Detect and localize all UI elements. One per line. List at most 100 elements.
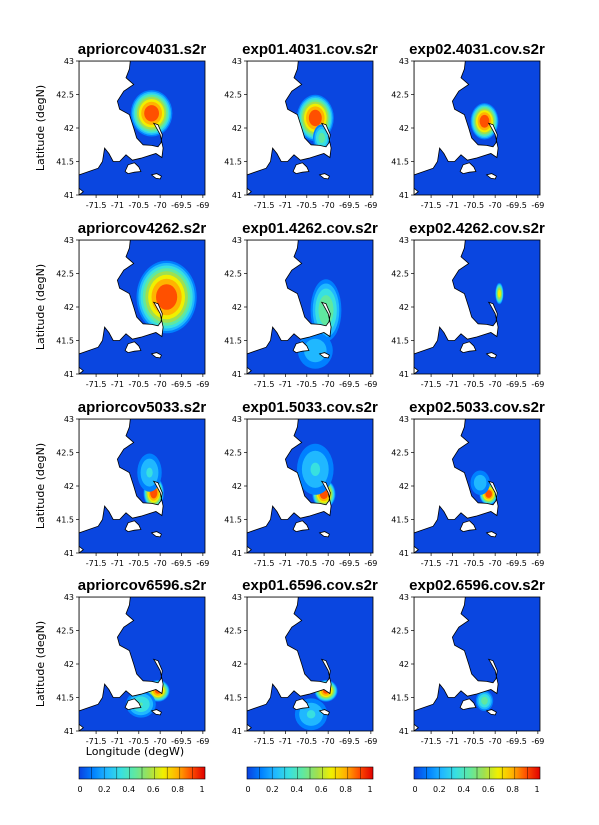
land-mainland: [79, 61, 164, 176]
colorbar-tick-label: 0.2: [433, 785, 446, 794]
land-island: [414, 366, 419, 374]
x-tick-label: -71: [279, 201, 292, 210]
y-tick-label: 42.5: [391, 449, 409, 458]
y-tick-label: 41: [399, 191, 409, 200]
x-tick-label: -70: [154, 201, 167, 210]
x-tick-label: -71.5: [254, 201, 275, 210]
land-island: [414, 723, 419, 731]
y-tick-label: 41: [232, 549, 242, 558]
x-tick-label: -71.5: [86, 201, 107, 210]
land-mainland: [414, 61, 499, 176]
covariance-blob: [130, 90, 173, 137]
land-mainland: [247, 419, 332, 534]
x-tick-label: -70.5: [128, 559, 149, 568]
y-tick-label: 41.5: [391, 158, 409, 167]
panel-title: exp01.4262.cov.s2r: [242, 220, 378, 237]
contour-band: [310, 462, 321, 476]
colorbar-tick-label: 0.8: [339, 785, 352, 794]
x-tick-label: -70.5: [463, 559, 484, 568]
x-tick-label: -71: [111, 559, 124, 568]
land-island: [485, 531, 497, 538]
land-island: [292, 698, 310, 711]
y-tick-label: 42: [64, 124, 74, 133]
land-island: [292, 341, 310, 354]
land-island: [414, 187, 419, 195]
y-tick-label: 41: [64, 549, 74, 558]
colorbar-tick-label: 0: [412, 785, 417, 794]
colorbar-tick-label: 0: [77, 785, 82, 794]
y-tick-label: 41: [399, 370, 409, 379]
panel-title: apriorcov4262.s2r: [78, 220, 207, 237]
y-tick-label: 41.5: [224, 516, 242, 525]
x-tick-label: -71: [111, 380, 124, 389]
y-tick-label: 41.5: [224, 337, 242, 346]
land-island: [485, 352, 497, 359]
colorbars: 0 0.2 0.4 0.6 0.8 1 0 0.2 0.4 0.6 0.8 1 0 0.2 0.4 0.6 0.…: [77, 766, 541, 794]
x-tick-label: -70: [322, 201, 335, 210]
map-area: [79, 240, 205, 374]
land-island: [292, 162, 310, 175]
y-tick-label: 42: [64, 303, 74, 312]
panel-title: exp02.6596.cov.s2r: [409, 577, 545, 594]
x-tick-label: -71: [111, 201, 124, 210]
land-island: [150, 709, 162, 716]
x-tick-label: -69: [531, 559, 544, 568]
x-tick-label: -69: [364, 737, 377, 746]
land-island: [459, 341, 477, 354]
x-tick-label: -69.5: [171, 559, 192, 568]
contour-band: [156, 284, 178, 310]
y-tick-label: 42.5: [56, 627, 74, 636]
contour-band: [318, 132, 326, 144]
y-tick-label: 41: [232, 191, 242, 200]
colorbar-2: 0 0.2 0.4 0.6 0.8 1: [245, 766, 374, 794]
colorbar-tick-label: 0.6: [147, 785, 160, 794]
contour-band: [497, 289, 501, 298]
land-mainland: [247, 240, 332, 355]
land-mainland: [79, 419, 164, 534]
x-tick-label: -70: [154, 737, 167, 746]
y-tick-label: 41.5: [56, 694, 74, 703]
colorbar-tick-label: 0.8: [506, 785, 519, 794]
x-tick-label: -71.5: [421, 559, 442, 568]
panel-5: exp01.4262.cov.s2r -71.5 -71 -70.5 -70 -69.5-…: [224, 220, 378, 389]
panel-1: apriorcov4031.s2r -71.5 -71 -70.5 -70 -69.5 -6…: [56, 41, 209, 210]
x-tick-label: -71: [111, 737, 124, 746]
x-axis-label: Longitude (degW): [86, 745, 184, 758]
panel-title: apriorcov4031.s2r: [78, 41, 207, 58]
y-tick-label: 42: [232, 124, 242, 133]
panel-title: apriorcov6596.s2r: [78, 577, 207, 594]
y-axis-label: Latitude (degN): [34, 443, 47, 529]
y-tick-label: 42: [232, 303, 242, 312]
map-area: [79, 597, 205, 731]
y-tick-label: 42.5: [56, 449, 74, 458]
map-area: [79, 419, 205, 553]
x-tick-label: -69.5: [339, 737, 360, 746]
panel-10: apriorcov6596.s2r -71.5 -71 -70.5 -70 -69.5 -6…: [56, 577, 209, 746]
contour-band: [306, 710, 316, 719]
x-tick-label: -70.5: [296, 737, 317, 746]
colorbar-tick-label: 0: [245, 785, 250, 794]
x-tick-label: -70: [489, 201, 502, 210]
panel-title: exp02.5033.cov.s2r: [409, 399, 545, 416]
land-island: [485, 709, 497, 716]
x-tick-label: -69.5: [339, 201, 360, 210]
y-tick-label: 42.5: [224, 91, 242, 100]
covariance-blob: [495, 282, 504, 305]
y-tick-label: 43: [64, 57, 74, 66]
land-island: [150, 531, 162, 538]
land-island: [485, 173, 497, 180]
x-tick-label: -69: [364, 201, 377, 210]
x-tick-label: -71: [446, 201, 459, 210]
x-tick-label: -70.5: [463, 737, 484, 746]
panel-9: exp02.5033.cov.s2r -71.5 -71 -70.5 -70 -69.5-…: [391, 399, 545, 568]
y-axis-label: Latitude (degN): [34, 85, 47, 171]
contour-band: [144, 105, 160, 122]
land-island: [318, 531, 330, 538]
colorbar-tick-label: 0.4: [457, 785, 470, 794]
map-area: [247, 61, 373, 195]
y-tick-label: 41: [64, 191, 74, 200]
panel-4: apriorcov4262.s2r -71.5 -71 -70.5 -70 -69.5 -6…: [56, 220, 209, 389]
y-tick-label: 43: [399, 593, 409, 602]
land-island: [247, 366, 252, 374]
contour-band: [304, 338, 327, 363]
